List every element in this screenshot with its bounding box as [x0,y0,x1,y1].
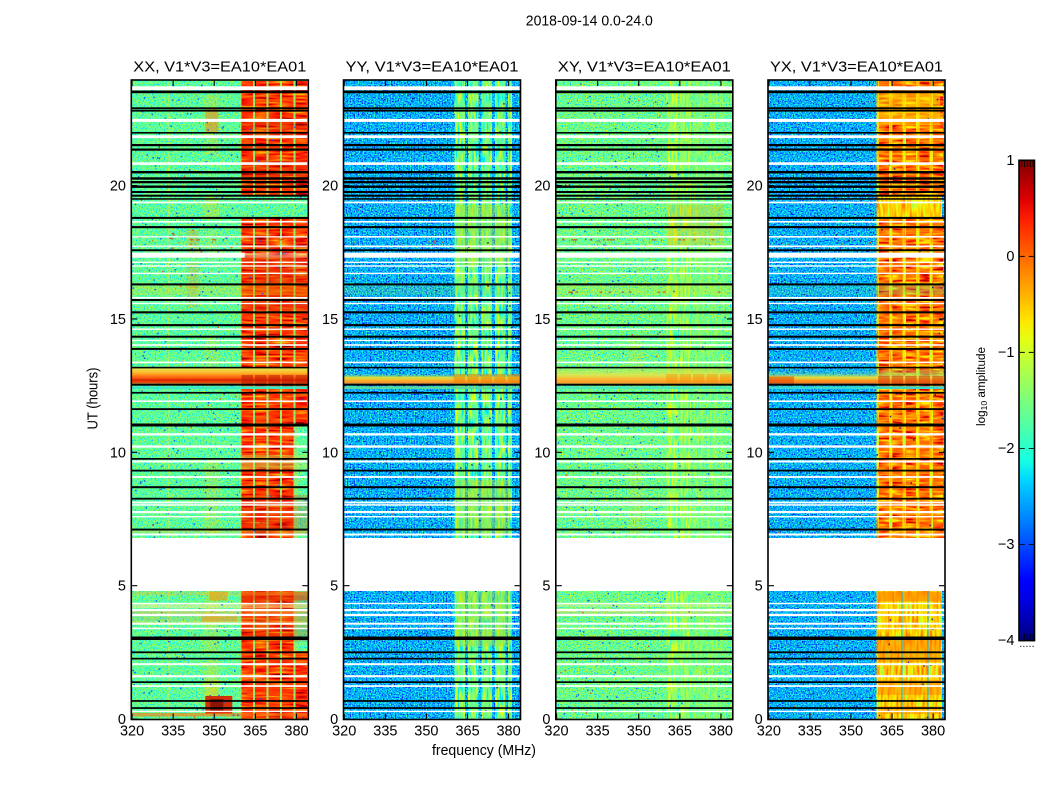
svg-text:365: 365 [668,724,692,740]
svg-text:365: 365 [455,724,479,740]
svg-text:320: 320 [544,724,568,740]
svg-text:0: 0 [118,712,126,728]
svg-text:365: 365 [243,724,267,740]
svg-text:335: 335 [585,724,609,740]
svg-text:5: 5 [118,579,126,595]
svg-text:320: 320 [332,724,356,740]
svg-text:15: 15 [534,312,550,328]
svg-text:10: 10 [110,445,126,461]
svg-text:10: 10 [322,445,338,461]
svg-text:frequency (MHz): frequency (MHz) [432,743,536,759]
svg-text:20: 20 [747,179,763,195]
svg-text:335: 335 [373,724,397,740]
svg-text:335: 335 [161,724,185,740]
svg-text:350: 350 [839,724,863,740]
svg-text:320: 320 [757,724,781,740]
svg-text:−3: −3 [998,537,1015,553]
svg-text:10: 10 [747,445,763,461]
svg-text:10: 10 [534,445,550,461]
svg-text:20: 20 [534,179,550,195]
svg-text:0: 0 [542,712,550,728]
svg-text:XX, V1*V3=EA10*EA01: XX, V1*V3=EA10*EA01 [133,60,306,76]
svg-text:380: 380 [496,724,520,740]
svg-text:XY, V1*V3=EA10*EA01: XY, V1*V3=EA10*EA01 [558,60,731,76]
svg-text:15: 15 [322,312,338,328]
svg-text:15: 15 [110,312,126,328]
svg-text:380: 380 [709,724,733,740]
svg-text:0: 0 [1006,249,1014,265]
svg-text:365: 365 [880,724,904,740]
svg-text:−1: −1 [998,345,1015,361]
svg-text:20: 20 [322,179,338,195]
svg-text:log10 amplitude: log10 amplitude [976,347,989,426]
svg-text:2018-09-14 0.0-24.0: 2018-09-14 0.0-24.0 [526,14,653,30]
svg-text:1: 1 [1006,153,1014,169]
svg-text:350: 350 [627,724,651,740]
svg-text:YY, V1*V3=EA10*EA01: YY, V1*V3=EA10*EA01 [346,60,519,76]
svg-text:350: 350 [202,724,226,740]
svg-text:20: 20 [110,179,126,195]
svg-text:YX, V1*V3=EA10*EA01: YX, V1*V3=EA10*EA01 [770,60,943,76]
svg-text:0: 0 [330,712,338,728]
svg-text:UT (hours): UT (hours) [85,368,101,430]
svg-text:350: 350 [414,724,438,740]
svg-text:335: 335 [798,724,822,740]
svg-text:5: 5 [755,579,763,595]
svg-text:−4: −4 [998,633,1015,649]
svg-text:380: 380 [921,724,945,740]
svg-text:0: 0 [755,712,763,728]
svg-text:5: 5 [542,579,550,595]
svg-text:−2: −2 [998,441,1015,457]
svg-text:5: 5 [330,579,338,595]
svg-text:380: 380 [284,724,308,740]
svg-text:320: 320 [120,724,144,740]
svg-text:15: 15 [747,312,763,328]
